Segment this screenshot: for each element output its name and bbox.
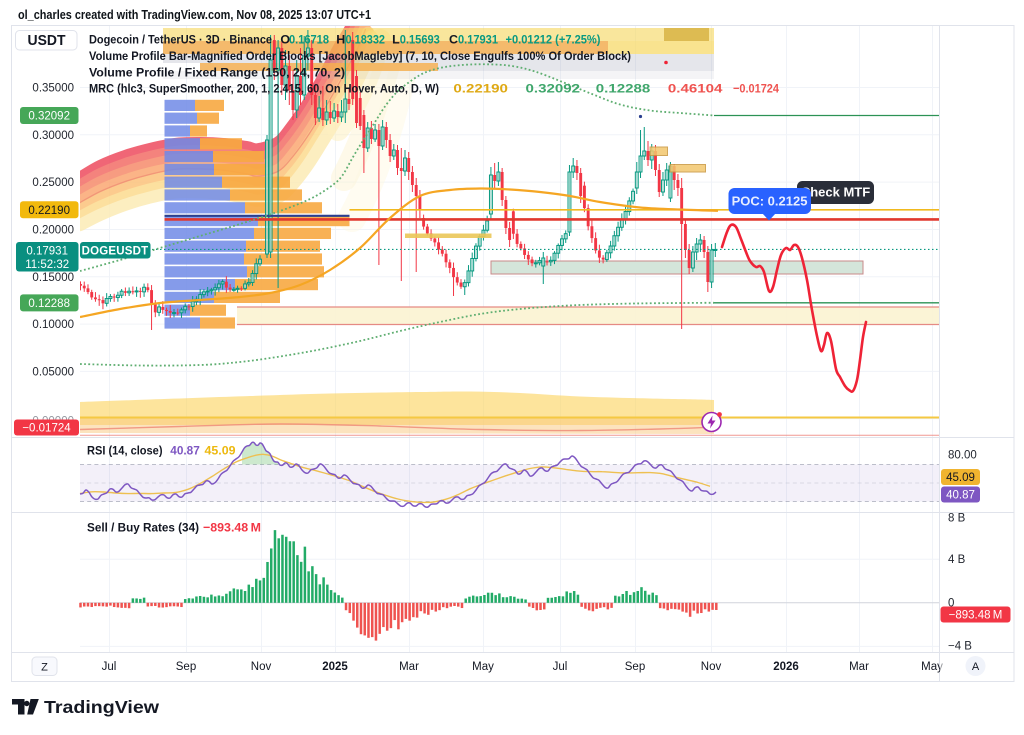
svg-text:L: L <box>392 33 400 47</box>
svg-text:0.25000: 0.25000 <box>32 177 74 189</box>
svg-text:Jul: Jul <box>553 661 568 673</box>
svg-text:0.22190: 0.22190 <box>28 205 70 217</box>
svg-text:8 B: 8 B <box>948 513 966 525</box>
svg-text:−4 B: −4 B <box>948 641 972 653</box>
svg-text:2026: 2026 <box>773 661 799 673</box>
svg-text:0.35000: 0.35000 <box>32 83 74 95</box>
svg-text:Mar: Mar <box>849 661 869 673</box>
svg-text:POC: 0.2125: POC: 0.2125 <box>732 194 808 209</box>
svg-text:MRC (hlc3, SuperSmoother, 200,: MRC (hlc3, SuperSmoother, 200, 1, 2.415,… <box>89 82 439 96</box>
svg-text:Sell / Buy Rates (34): Sell / Buy Rates (34) <box>87 521 199 535</box>
svg-text:0.15693: 0.15693 <box>400 33 440 47</box>
svg-text:+0.01212 (+7.25%): +0.01212 (+7.25%) <box>506 33 601 47</box>
svg-text:−0.01724: −0.01724 <box>733 82 779 96</box>
svg-text:0.22190: 0.22190 <box>453 82 508 96</box>
svg-text:0.30000: 0.30000 <box>32 130 74 142</box>
svg-text:0.17931: 0.17931 <box>26 245 68 257</box>
svg-text:40.87: 40.87 <box>946 490 975 502</box>
svg-text:May: May <box>921 661 943 673</box>
svg-text:Check MTF: Check MTF <box>801 185 870 200</box>
svg-text:C: C <box>449 33 458 47</box>
svg-text:Z: Z <box>41 662 48 674</box>
svg-text:Nov: Nov <box>251 661 272 673</box>
svg-text:11:52:32: 11:52:32 <box>25 259 69 271</box>
svg-text:0.32092: 0.32092 <box>28 111 70 123</box>
svg-text:−893.48 M: −893.48 M <box>949 610 1003 622</box>
svg-text:Sep: Sep <box>176 661 196 673</box>
svg-text:Nov: Nov <box>701 661 722 673</box>
svg-text:H: H <box>336 33 345 47</box>
svg-text:80.00: 80.00 <box>948 450 977 462</box>
svg-text:0.46104: 0.46104 <box>668 82 723 96</box>
svg-text:0.05000: 0.05000 <box>32 366 74 378</box>
svg-text:0.16718: 0.16718 <box>289 33 329 47</box>
svg-text:45.09: 45.09 <box>946 472 975 484</box>
svg-text:Mar: Mar <box>399 661 419 673</box>
svg-text:40.87: 40.87 <box>170 444 200 458</box>
svg-text:Jul: Jul <box>102 661 117 673</box>
svg-text:O: O <box>280 33 290 47</box>
svg-text:0.10000: 0.10000 <box>32 319 74 331</box>
svg-text:0: 0 <box>948 598 954 610</box>
svg-text:USDT: USDT <box>28 33 66 49</box>
svg-text:0.17931: 0.17931 <box>458 33 498 47</box>
svg-text:−0.01724: −0.01724 <box>22 423 71 435</box>
svg-text:45.09: 45.09 <box>205 444 236 458</box>
svg-text:0.18332: 0.18332 <box>346 33 386 47</box>
svg-text:−893.48 M: −893.48 M <box>203 521 261 535</box>
svg-text:May: May <box>472 661 494 673</box>
svg-text:ol_charles created with Tradin: ol_charles created with TradingView.com,… <box>18 7 371 22</box>
svg-text:0.12288: 0.12288 <box>596 82 651 96</box>
svg-text:A: A <box>972 661 980 673</box>
svg-text:0.12288: 0.12288 <box>28 298 70 310</box>
svg-text:DOGEUSDT: DOGEUSDT <box>82 245 149 257</box>
svg-text:Dogecoin / TetherUS · 3D · Bin: Dogecoin / TetherUS · 3D · Binance <box>89 33 272 47</box>
svg-text:Volume Profile / Fixed Range (: Volume Profile / Fixed Range (150, 24, 7… <box>89 66 345 80</box>
svg-text:0.32092: 0.32092 <box>526 82 581 96</box>
svg-text:4 B: 4 B <box>948 554 966 566</box>
svg-text:Sep: Sep <box>625 661 645 673</box>
svg-text:2025: 2025 <box>322 661 348 673</box>
svg-text:Volume Profile Bar-Magnified O: Volume Profile Bar-Magnified Order Block… <box>89 49 631 63</box>
svg-text:0.20000: 0.20000 <box>32 224 74 236</box>
svg-text:TradingView: TradingView <box>44 697 159 717</box>
svg-text:RSI (14, close): RSI (14, close) <box>87 444 163 458</box>
svg-text:0.15000: 0.15000 <box>32 272 74 284</box>
